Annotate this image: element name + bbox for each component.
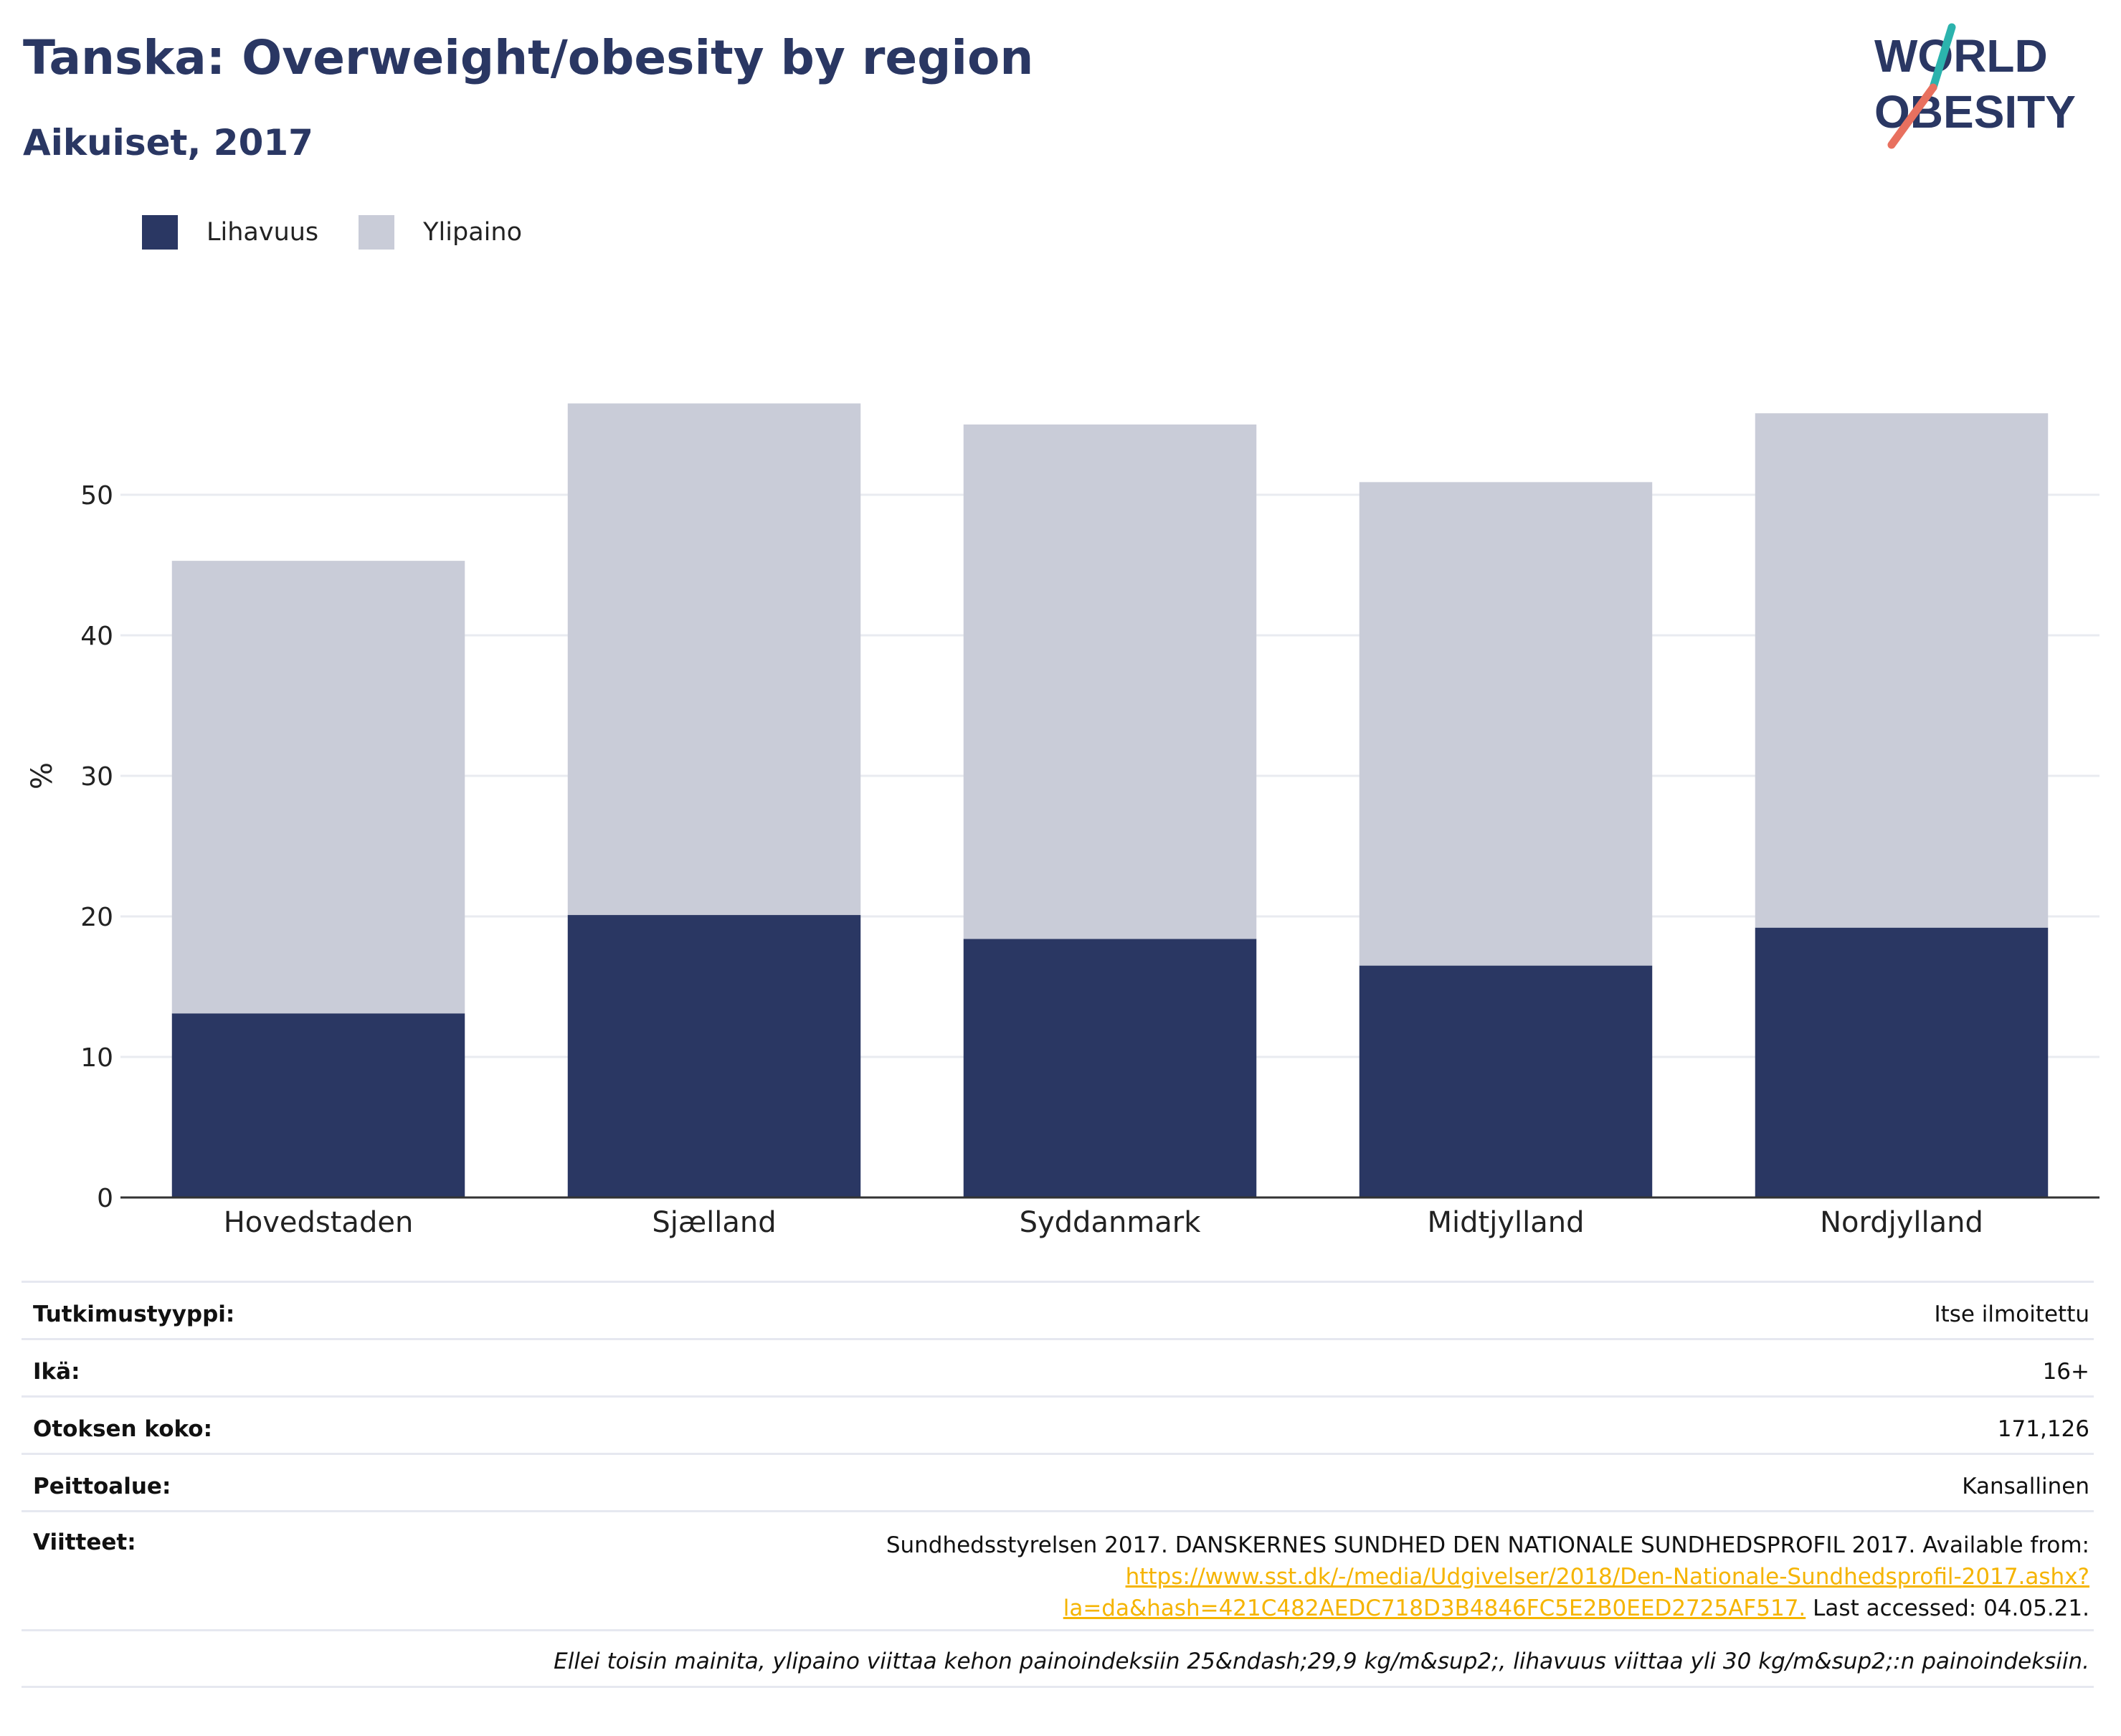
reference-text: Sundhedsstyrelsen 2017. DANSKERNES SUNDH… — [455, 1529, 2094, 1624]
y-axis-label: % — [26, 762, 59, 789]
info-row-references: Viitteet: Sundhedsstyrelsen 2017. DANSKE… — [22, 1510, 2094, 1629]
legend-label-ylipaino: Ylipaino — [423, 218, 522, 247]
legend-label-lihavuus: Lihavuus — [207, 218, 319, 247]
bar-ylipaino-syddanmark — [963, 424, 1257, 939]
y-tick-label: 10 — [80, 1043, 113, 1073]
logo-slash-bottom — [1887, 83, 1937, 149]
bar-chart: 0 10 20 30 40 50% Hovedstaden Sjælland Syddanmar… — [26, 403, 2099, 1239]
info-key: Ikä: — [33, 1359, 80, 1385]
logo-line1: WORLD — [1874, 30, 2048, 82]
x-tick-label: Syddanmark — [1020, 1206, 1202, 1239]
chart-title: Tanska: Overweight/obesity by region — [23, 30, 1034, 85]
info-value: 16+ — [2042, 1359, 2089, 1385]
bar-lihavuus-syddanmark — [963, 939, 1257, 1197]
logo-line2: OBESITY — [1874, 86, 2076, 138]
y-tick-label: 50 — [80, 481, 113, 511]
bar-lihavuus-midtjylland — [1359, 965, 1653, 1197]
info-table: Tutkimustyyppi: Itse ilmoitettu Ikä: 16+… — [22, 1281, 2094, 1688]
bar-ylipaino-nordjylland — [1755, 413, 2049, 928]
legend-item-lihavuus[interactable]: Lihavuus — [142, 215, 318, 250]
y-tick-label: 40 — [80, 622, 113, 651]
x-tick-label: Midtjylland — [1428, 1206, 1585, 1239]
x-tick-label: Sjælland — [652, 1206, 776, 1239]
x-tick-label: Hovedstaden — [224, 1206, 414, 1239]
world-obesity-logo: WORLD OBESITY — [1874, 23, 2076, 149]
info-value: Kansallinen — [1962, 1474, 2089, 1499]
info-row-study-type: Tutkimustyyppi: Itse ilmoitettu — [22, 1281, 2094, 1338]
info-value: Itse ilmoitettu — [1934, 1301, 2089, 1327]
bar-lihavuus-sjælland — [567, 915, 861, 1197]
bar-ylipaino-hovedstaden — [171, 561, 465, 1014]
legend: Lihavuus Ylipaino — [142, 214, 562, 251]
logo-slash-top — [1929, 23, 1956, 92]
info-row-sample-size: Otoksen koko: 171,126 — [22, 1395, 2094, 1453]
info-key: Peittoalue: — [33, 1474, 171, 1499]
chart-subtitle: Aikuiset, 2017 — [23, 122, 313, 163]
reference-text-before: Sundhedsstyrelsen 2017. DANSKERNES SUNDH… — [886, 1532, 2089, 1558]
info-key: Viitteet: — [33, 1529, 136, 1555]
legend-swatch-lihavuus — [142, 215, 178, 250]
bar-ylipaino-sjælland — [567, 403, 861, 916]
bar-lihavuus-hovedstaden — [171, 1013, 465, 1197]
info-row-note: Ellei toisin mainita, ylipaino viittaa k… — [22, 1629, 2094, 1688]
x-tick-label: Nordjylland — [1820, 1206, 1983, 1239]
reference-link[interactable]: https://www.sst.dk/-/media/Udgivelser/20… — [1063, 1564, 2089, 1621]
bar-ylipaino-midtjylland — [1359, 482, 1653, 966]
reference-text-after: Last accessed: 04.05.21. — [1806, 1595, 2089, 1621]
info-row-age: Ikä: 16+ — [22, 1338, 2094, 1395]
y-tick-label: 20 — [80, 903, 113, 932]
info-value: 171,126 — [1997, 1416, 2089, 1442]
legend-item-ylipaino[interactable]: Ylipaino — [359, 215, 522, 250]
y-tick-label: 0 — [97, 1184, 113, 1213]
info-key: Otoksen koko: — [33, 1416, 212, 1442]
y-tick-label: 30 — [80, 762, 113, 792]
definition-note: Ellei toisin mainita, ylipaino viittaa k… — [554, 1649, 2089, 1674]
bar-lihavuus-nordjylland — [1755, 927, 2049, 1197]
info-key: Tutkimustyyppi: — [33, 1301, 235, 1327]
info-row-coverage: Peittoalue: Kansallinen — [22, 1453, 2094, 1510]
legend-swatch-ylipaino — [359, 215, 395, 250]
